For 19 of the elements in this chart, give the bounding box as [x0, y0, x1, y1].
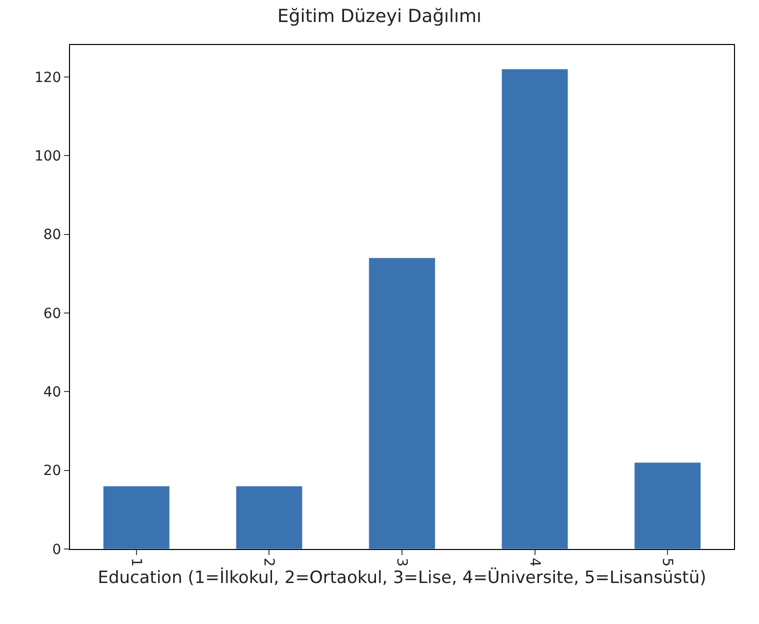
- y-tick-label: 40: [43, 384, 62, 401]
- x-tick-label: 5: [659, 558, 676, 567]
- x-tick-label: 1: [128, 558, 144, 567]
- y-tick-label: 80: [43, 227, 62, 244]
- x-axis-title: Education (1=İlkokul, 2=Ortaokul, 3=Lise, 4=Üniversite, 5=Lisansüstü): [98, 566, 706, 588]
- x-tick-label: 2: [260, 558, 277, 567]
- y-tick-label: 60: [43, 306, 62, 322]
- bar: [501, 68, 568, 549]
- y-tick-label: 20: [43, 463, 62, 480]
- y-tick-label: 0: [52, 542, 62, 558]
- bar: [102, 486, 170, 549]
- chart-title: Eğitim Düzeyi Dağılımı: [277, 6, 482, 27]
- bar: [634, 462, 702, 549]
- bar: [368, 258, 436, 549]
- x-tick-label: 4: [526, 558, 542, 567]
- bar: [236, 486, 303, 549]
- y-tick-label: 100: [34, 148, 62, 164]
- y-tick-label: 120: [34, 70, 62, 86]
- x-tick-label: 3: [393, 558, 410, 567]
